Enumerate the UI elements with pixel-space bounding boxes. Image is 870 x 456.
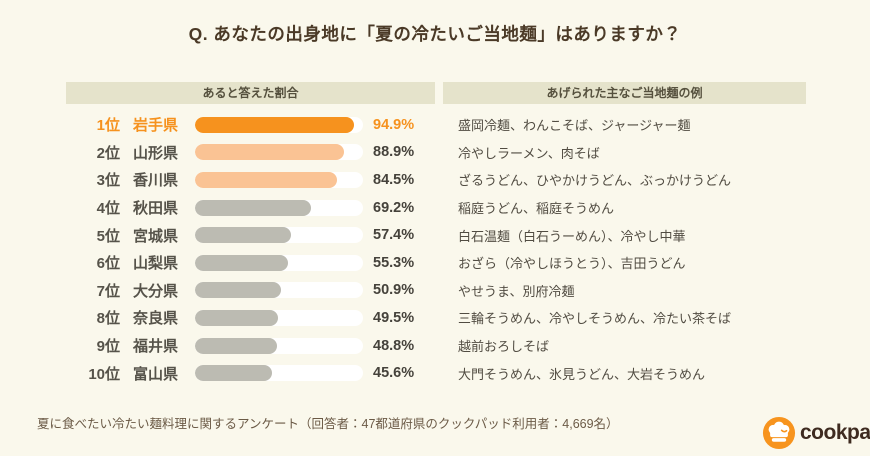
rank-label: 7位 <box>96 282 120 300</box>
cookpad-wordmark: cookpad <box>800 421 870 444</box>
ranking-row: 8位 奈良県 49.5% 三輪そうめん、冷やしそうめん、冷たい茶そば <box>0 304 870 332</box>
bar-fill <box>195 254 288 271</box>
prefecture-label: 大分県 <box>133 282 179 300</box>
percentage-value: 69.2% <box>373 199 415 216</box>
percentage-value: 49.5% <box>373 309 415 326</box>
bar-fill <box>195 337 277 354</box>
ranking-row: 7位 大分県 50.9% やせうま、別府冷麺 <box>0 277 870 305</box>
ranking-list: 1位 岩手県 94.9% 盛岡冷麺、わんこそば、ジャージャー麺 2位 山形県 8… <box>0 111 870 387</box>
percentage-value: 55.3% <box>373 254 415 271</box>
rank-label: 8位 <box>96 310 120 328</box>
cookpad-logo: cookpad <box>762 416 870 450</box>
noodle-examples: 白石温麺（白石うーめん）、冷やし中華 <box>458 228 686 244</box>
percentage-value: 94.9% <box>373 116 415 133</box>
noodle-examples: 越前おろしそば <box>458 339 550 355</box>
noodle-examples: 盛岡冷麺、わんこそば、ジャージャー麺 <box>458 118 691 134</box>
bar-fill <box>195 199 312 216</box>
rank-label: 10位 <box>88 365 120 383</box>
noodle-examples: ざるうどん、ひやかけうどん、ぶっかけうどん <box>458 173 732 189</box>
survey-note: 夏に食べたい冷たい麺料理に関するアンケート（回答者：47都道府県のクックパッド利… <box>37 417 619 431</box>
percentage-value: 50.9% <box>373 282 415 299</box>
ranking-row: 1位 岩手県 94.9% 盛岡冷麺、わんこそば、ジャージャー麺 <box>0 111 870 139</box>
percentage-value: 57.4% <box>373 227 415 244</box>
noodle-examples: やせうま、別府冷麺 <box>458 283 575 299</box>
noodle-examples: おざら（冷やしほうとう）、吉田うどん <box>458 256 686 272</box>
percentage-value: 48.8% <box>373 337 415 354</box>
prefecture-label: 香川県 <box>133 172 179 190</box>
ranking-row: 3位 香川県 84.5% ざるうどん、ひやかけうどん、ぶっかけうどん <box>0 166 870 194</box>
ranking-row: 9位 福井県 48.8% 越前おろしそば <box>0 332 870 360</box>
ranking-row: 4位 秋田県 69.2% 稲庭うどん、稲庭そうめん <box>0 194 870 222</box>
percentage-value: 88.9% <box>373 144 415 161</box>
rank-label: 2位 <box>96 144 120 162</box>
percentage-value: 45.6% <box>373 365 415 382</box>
prefecture-label: 山梨県 <box>133 255 179 273</box>
percentage-value: 84.5% <box>373 171 415 188</box>
prefecture-label: 秋田県 <box>133 200 179 218</box>
bar-track <box>195 309 363 326</box>
rank-label: 4位 <box>96 200 120 218</box>
bar-track <box>195 227 363 244</box>
prefecture-label: 奈良県 <box>133 310 179 328</box>
bar-track <box>195 116 363 133</box>
column-header-examples: あげられた主なご当地麺の例 <box>443 82 806 104</box>
bar-fill <box>195 144 345 161</box>
prefecture-label: 富山県 <box>133 365 179 383</box>
bar-track <box>195 144 363 161</box>
rank-label: 9位 <box>96 338 120 356</box>
rank-label: 6位 <box>96 255 120 273</box>
noodle-examples: 稲庭うどん、稲庭そうめん <box>458 201 615 217</box>
noodle-examples: 大門そうめん、氷見うどん、大岩そうめん <box>458 366 706 382</box>
prefecture-label: 山形県 <box>133 144 179 162</box>
bar-track <box>195 337 363 354</box>
prefecture-label: 宮城県 <box>133 227 179 245</box>
cookpad-chef-hat-icon <box>762 416 796 450</box>
bar-track <box>195 282 363 299</box>
bar-track <box>195 365 363 382</box>
page-title: Q. あなたの出身地に「夏の冷たいご当地麺」はありますか？ <box>188 24 682 44</box>
prefecture-label: 岩手県 <box>133 117 179 135</box>
ranking-row: 10位 富山県 45.6% 大門そうめん、氷見うどん、大岩そうめん <box>0 359 870 387</box>
bar-track <box>195 199 363 216</box>
rank-label: 1位 <box>96 117 120 135</box>
bar-fill <box>195 227 292 244</box>
bar-fill <box>195 309 279 326</box>
rank-label: 5位 <box>96 227 120 245</box>
ranking-row: 2位 山形県 88.9% 冷やしラーメン、肉そば <box>0 139 870 167</box>
column-header-ratio: あると答えた割合 <box>66 82 435 104</box>
rank-label: 3位 <box>96 172 120 190</box>
bar-track <box>195 254 363 271</box>
bar-fill <box>195 171 337 188</box>
noodle-examples: 三輪そうめん、冷やしそうめん、冷たい茶そば <box>458 311 732 327</box>
bar-track <box>195 171 363 188</box>
bar-fill <box>195 116 355 133</box>
ranking-row: 5位 宮城県 57.4% 白石温麺（白石うーめん）、冷やし中華 <box>0 221 870 249</box>
bar-fill <box>195 282 281 299</box>
noodle-examples: 冷やしラーメン、肉そば <box>458 145 600 161</box>
ranking-row: 6位 山梨県 55.3% おざら（冷やしほうとう）、吉田うどん <box>0 249 870 277</box>
prefecture-label: 福井県 <box>133 338 179 356</box>
bar-fill <box>195 365 272 382</box>
